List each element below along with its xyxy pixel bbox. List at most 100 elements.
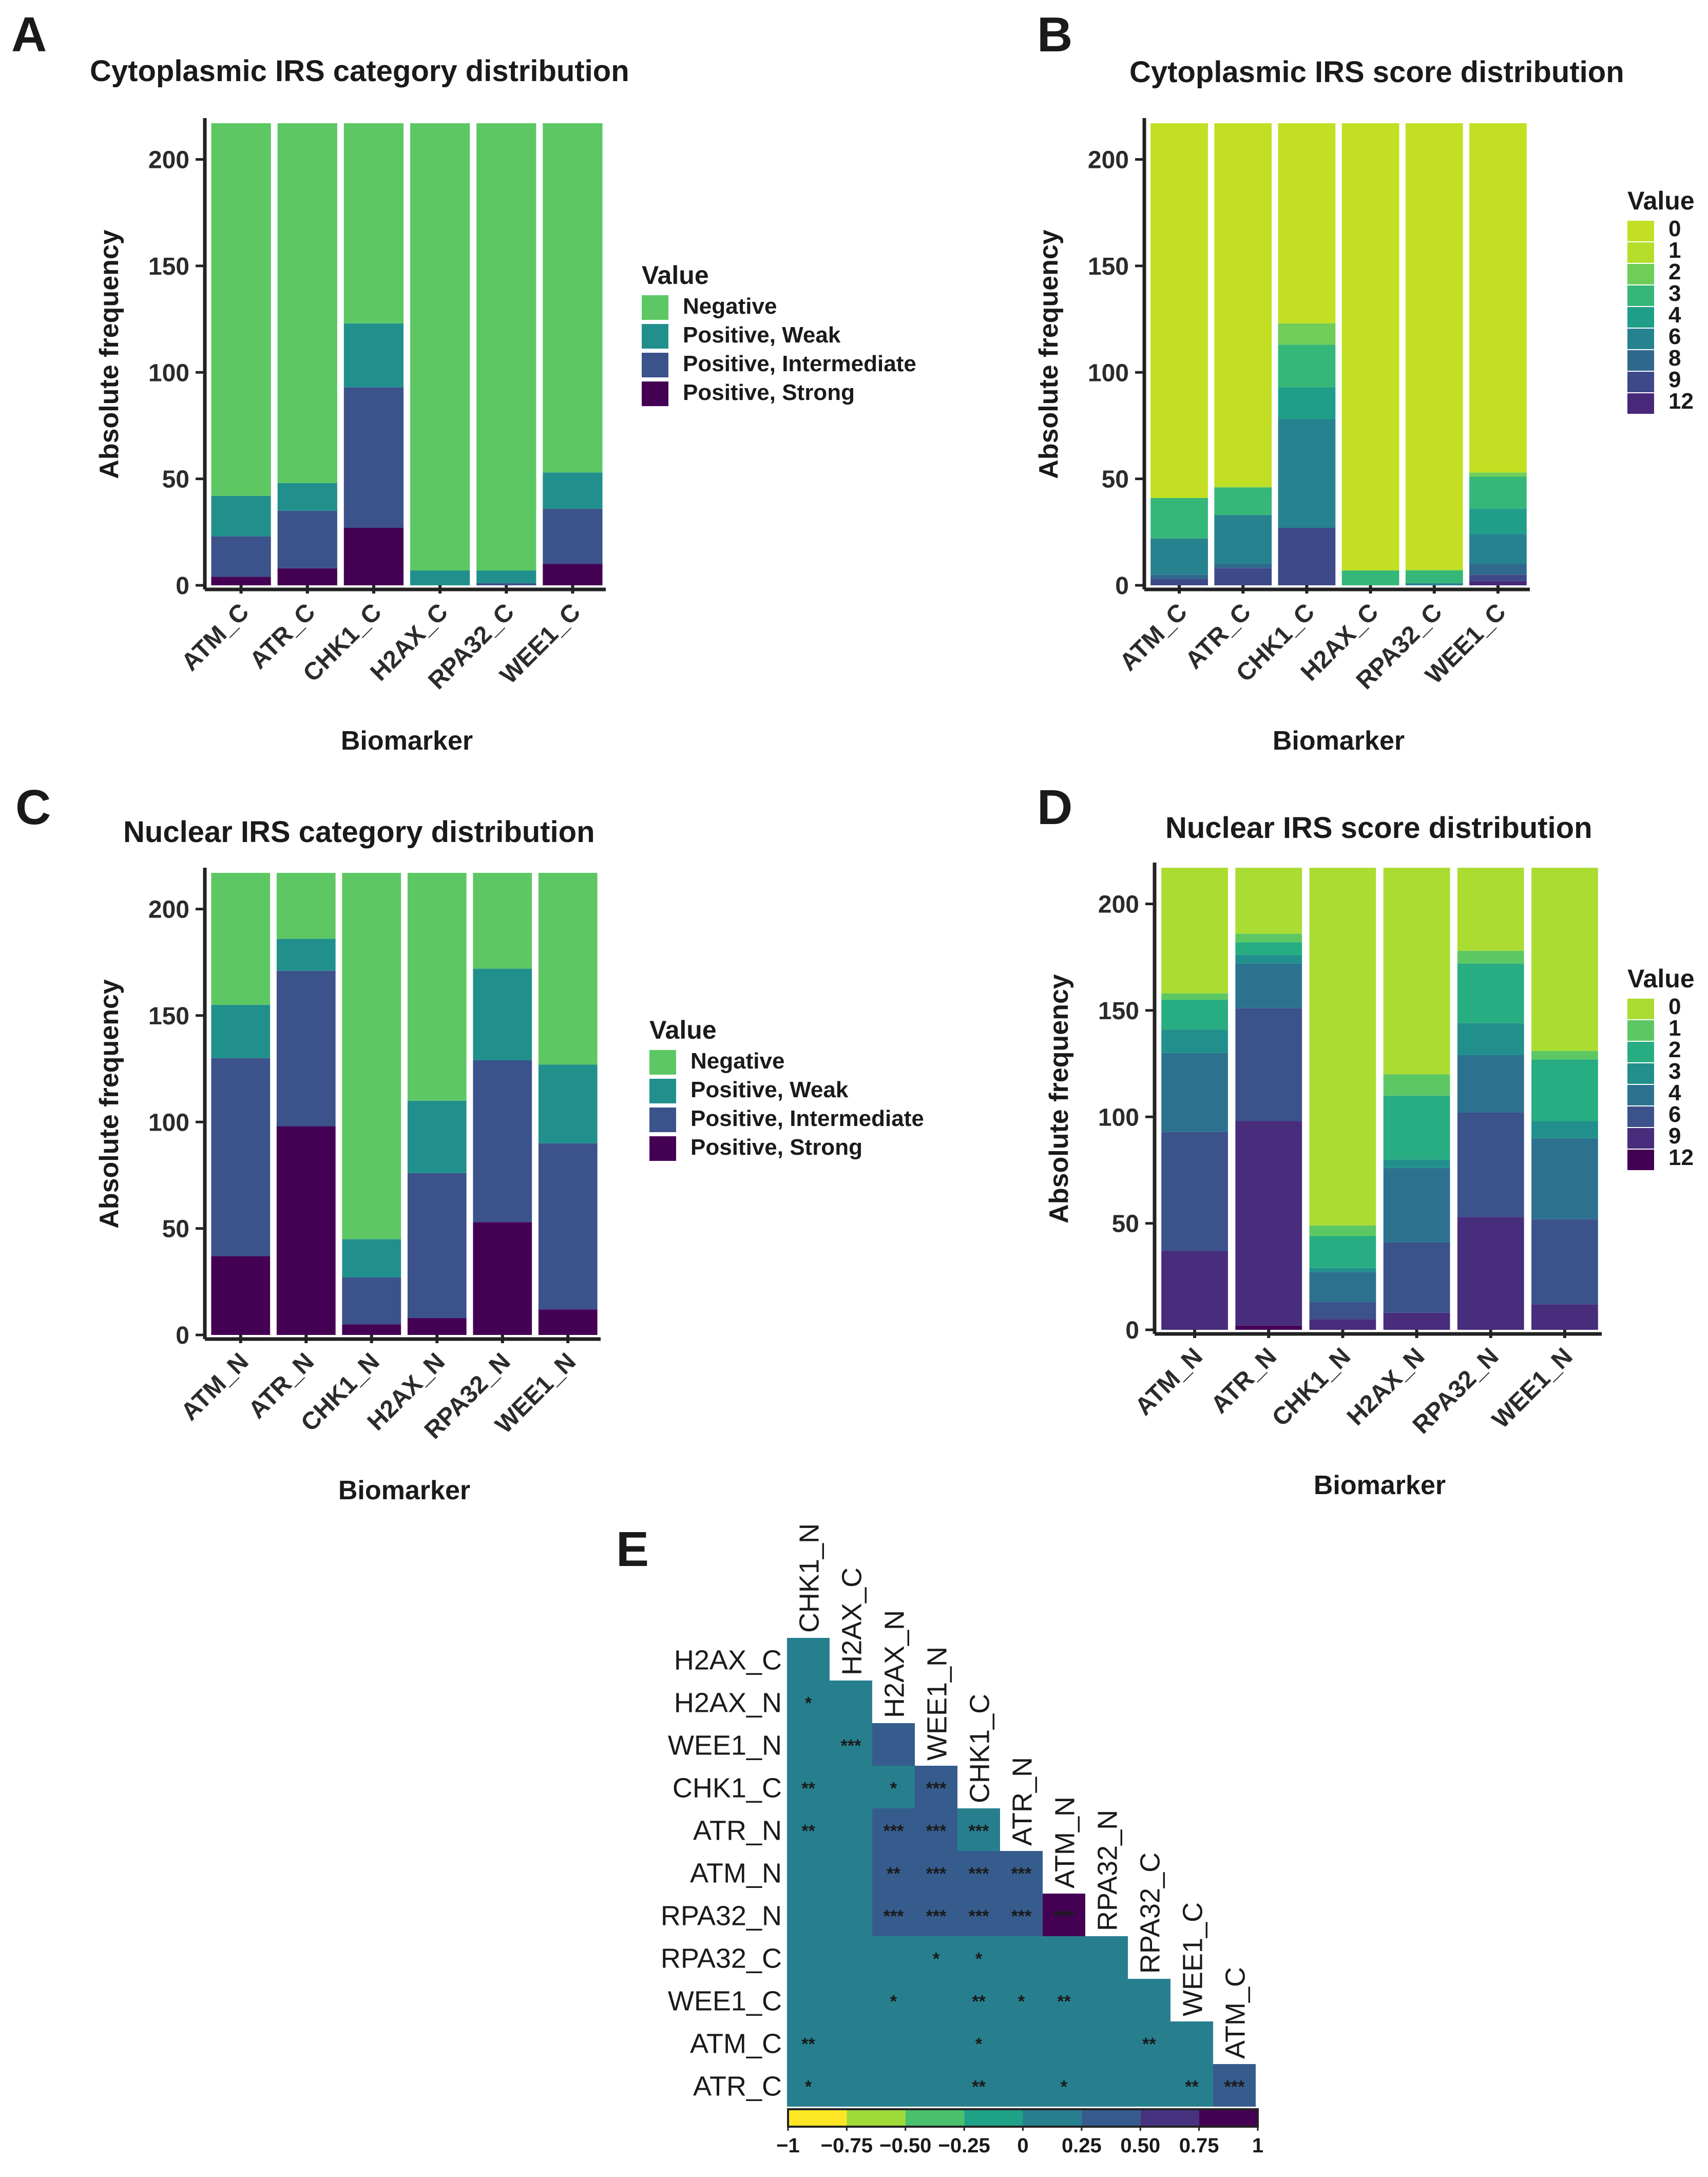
heatmap-col-label: WEE1_N <box>922 1647 953 1761</box>
y-tick-label: 50 <box>1112 1211 1139 1238</box>
y-tick-label: 0 <box>1125 1317 1139 1344</box>
significance-stars: ** <box>887 1864 900 1884</box>
bar-segment <box>543 564 603 585</box>
heatmap-cell <box>957 1894 1000 1936</box>
heatmap-col-label: CHK1_N <box>794 1523 825 1633</box>
significance-stars: ** <box>1142 2035 1156 2054</box>
y-tick-label: 150 <box>1088 253 1129 280</box>
bar-segment <box>1214 485 1272 488</box>
bar-segment <box>1309 868 1376 1226</box>
bar-segment <box>1531 1051 1598 1060</box>
chart-e: ****** * ***** *** *** ***** *** *** ****** *** **… <box>661 1523 1263 2157</box>
colorbar-segment <box>964 2109 1023 2127</box>
bar-segment <box>1469 564 1527 575</box>
bar-segment <box>1235 1008 1302 1121</box>
heatmap-cell <box>872 1766 915 1808</box>
significance-stars: *** <box>884 1822 904 1841</box>
bar-segment <box>342 873 401 1239</box>
bar-segment <box>1150 538 1208 575</box>
heatmap-row-label: CHK1_C <box>673 1773 782 1804</box>
bar-segment <box>1405 583 1463 585</box>
heatmap-row-label: ATR_N <box>693 1816 782 1846</box>
heatmap-row-label: RPA32_N <box>661 1901 782 1932</box>
bar-segment <box>1309 1268 1376 1273</box>
bar-segment <box>1531 1059 1598 1121</box>
heatmap-cell <box>1043 1979 1085 2021</box>
bar-segment <box>1235 963 1302 1008</box>
x-tick-label: CHK1_N <box>1267 1343 1356 1431</box>
legend-swatch <box>1627 221 1654 241</box>
bar-segment <box>1235 1325 1302 1330</box>
legend-swatch <box>1627 285 1654 306</box>
heatmap-cell <box>957 2021 1000 2064</box>
heatmap-cell <box>787 2064 830 2107</box>
heatmap-cell <box>1085 1936 1128 1979</box>
bar-segment <box>1309 1225 1376 1236</box>
heatmap-col-label: RPA32_N <box>1092 1810 1123 1931</box>
x-axis-label: Biomarker <box>1273 726 1405 756</box>
bar-segment <box>1405 570 1463 583</box>
heatmap-cell <box>830 1894 872 1936</box>
bar-segment <box>1309 1319 1376 1330</box>
bar-segment <box>407 1173 467 1318</box>
heatmap-cell <box>787 1681 830 1723</box>
bar-segment <box>476 583 536 585</box>
bar-segment <box>473 1060 532 1223</box>
heatmap-cell <box>872 2021 915 2064</box>
heatmap-cell <box>1000 1851 1043 1894</box>
heatmap-cell <box>872 1808 915 1851</box>
bar-segment <box>1457 868 1524 951</box>
y-tick-label: 100 <box>148 359 189 387</box>
x-tick-label: ATM_N <box>176 1348 254 1426</box>
legend-label: 3 <box>1668 281 1681 306</box>
bar-segment <box>1405 123 1463 568</box>
heatmap-cell <box>915 2064 957 2107</box>
heatmap-row-label: WEE1_C <box>668 1986 782 2017</box>
significance-stars: * <box>805 2077 812 2097</box>
legend-swatch <box>1627 307 1654 328</box>
bar-segment <box>1278 528 1336 585</box>
y-axis-label: Absolute frequency <box>1034 230 1064 479</box>
colorbar-segment <box>1081 2109 1141 2127</box>
bar-segment <box>1457 1023 1524 1055</box>
bar-segment <box>1383 1168 1450 1243</box>
heatmap-col-label: ATM_C <box>1220 1967 1251 2059</box>
y-tick-label: 200 <box>1098 891 1139 919</box>
heatmap-cell <box>1043 2021 1085 2064</box>
significance-stars: * <box>890 1779 897 1799</box>
heatmap-cell <box>787 2021 830 2064</box>
bar-segment <box>1161 1251 1228 1330</box>
legend-swatch <box>649 1079 676 1103</box>
colorbar-tick-label: −0.75 <box>821 2134 873 2157</box>
legend-swatch <box>1627 1128 1654 1149</box>
bar-segment <box>277 483 337 511</box>
chart-a: ATM_CATR_CCHK1_CH2AX_CRPA32_CWEE1_C05010… <box>94 118 916 756</box>
colorbar-tick-label: −0.50 <box>879 2134 931 2157</box>
significance-stars: *** <box>926 1779 947 1799</box>
heatmap-cell <box>787 1851 830 1894</box>
bar-segment <box>276 873 336 939</box>
legend-swatch <box>1627 999 1654 1019</box>
heatmap-cell <box>1085 2021 1128 2064</box>
significance-stars: * <box>805 1694 812 1713</box>
legend-label: Negative <box>683 294 777 319</box>
legend-title: Value <box>1627 964 1695 993</box>
title-b: Cytoplasmic IRS score distribution <box>1129 55 1624 89</box>
legend-title: Value <box>1627 186 1695 215</box>
y-tick-label: 200 <box>148 896 189 924</box>
heatmap-col-label: CHK1_C <box>965 1694 995 1803</box>
legend-swatch <box>1627 1150 1654 1170</box>
bar-segment <box>1150 575 1208 579</box>
legend-label: Positive, Intermediate <box>690 1106 924 1131</box>
heatmap-col-label: RPA32_C <box>1135 1853 1166 1974</box>
bar-segment <box>211 123 271 496</box>
bar-segment <box>1531 1219 1598 1305</box>
x-tick-label: ATM_C <box>1115 598 1193 676</box>
colorbar-tick-label: 1 <box>1252 2134 1263 2157</box>
colorbar-tick-label: −1 <box>776 2134 800 2157</box>
heatmap-cell <box>830 1936 872 1979</box>
bar-segment <box>211 1005 271 1058</box>
bar-segment <box>342 1324 401 1335</box>
title-d: Nuclear IRS score distribution <box>1165 811 1592 845</box>
heatmap-row-label: ATR_C <box>693 2071 782 2102</box>
